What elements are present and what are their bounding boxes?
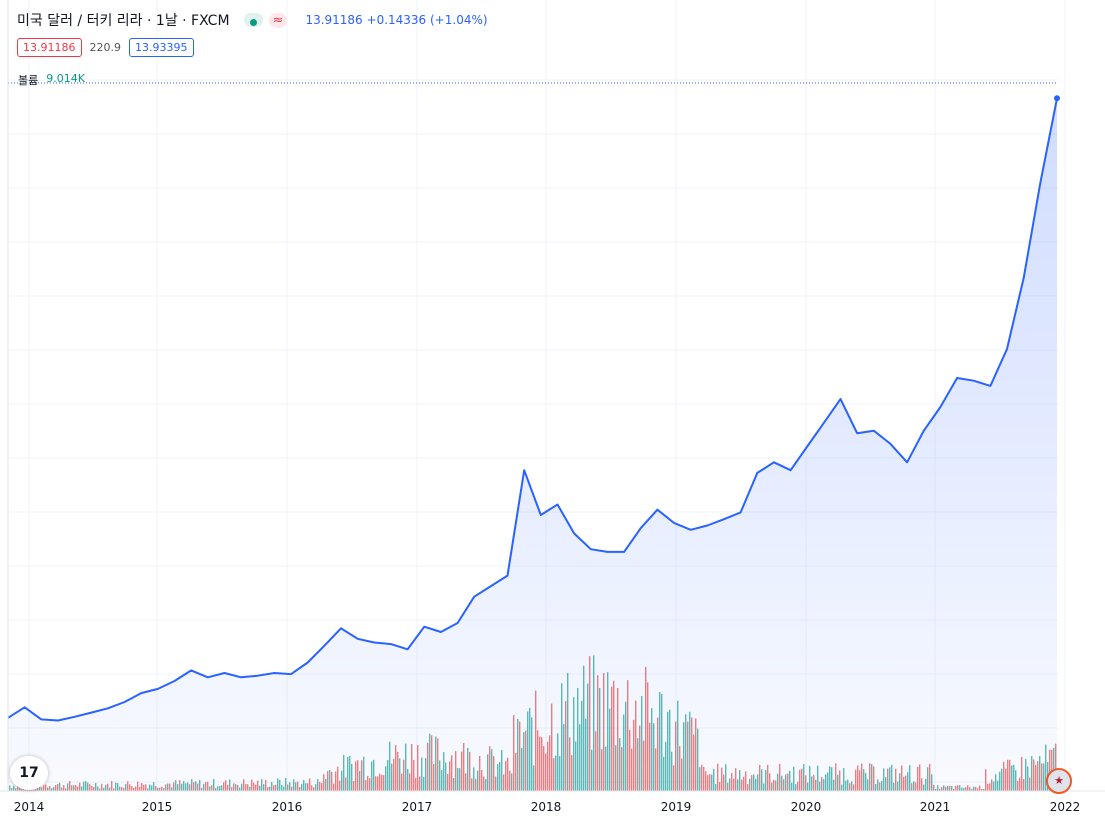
volume-label: 볼륨	[18, 72, 38, 88]
chart-legend: 미국 달러 / 터키 리라 · 1날 · FXCM ≈ 13.91186 +0.…	[17, 10, 488, 30]
price-area-fill	[8, 98, 1057, 791]
sell-button[interactable]: 13.91186	[17, 38, 82, 57]
x-tick-label: 2019	[661, 800, 692, 814]
x-tick-label: 2020	[791, 800, 822, 814]
x-tick-label: 2018	[531, 800, 562, 814]
volume-legend: 볼륨 9.014K	[18, 72, 85, 88]
last-price-point	[1054, 95, 1060, 101]
price-area	[8, 98, 1057, 791]
x-tick-label: 2014	[14, 800, 45, 814]
market-status-icon	[250, 19, 257, 26]
approx-icon[interactable]: ≈	[269, 13, 288, 28]
bid-ask-panel: 13.91186 220.9 13.93395	[17, 38, 194, 57]
x-tick-label: 2021	[920, 800, 951, 814]
x-tick-label: 2017	[402, 800, 433, 814]
tradingview-logo-icon[interactable]: 17	[10, 756, 48, 790]
status-group[interactable]	[244, 13, 263, 27]
us-flag-icon: ★	[1046, 768, 1072, 794]
price-change: 13.91186 +0.14336 (+1.04%)	[305, 13, 487, 27]
x-axis-ticks: 2014 2015 2016 2017 2018 2019 2020 2021 2022	[14, 800, 1081, 814]
symbol-title[interactable]: 미국 달러 / 터키 리라 · 1날 · FXCM	[17, 10, 230, 30]
buy-button[interactable]: 13.93395	[129, 38, 194, 57]
x-tick-label: 2022	[1050, 800, 1081, 814]
x-tick-label: 2015	[142, 800, 173, 814]
spread-value: 220.9	[90, 41, 122, 54]
volume-value: 9.014K	[46, 72, 85, 88]
x-tick-label: 2016	[272, 800, 303, 814]
